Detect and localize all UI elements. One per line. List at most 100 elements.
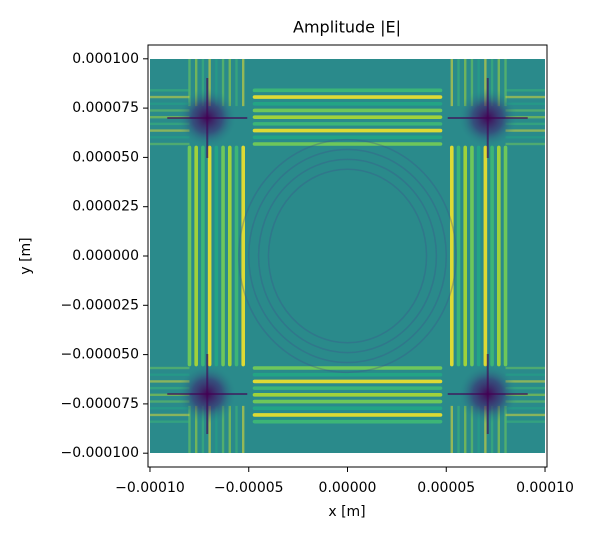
fringe: [484, 405, 487, 453]
fringe: [150, 386, 190, 390]
fringe: [194, 145, 198, 367]
contour: [238, 138, 457, 374]
fringe: [490, 145, 494, 367]
fringe: [252, 122, 443, 126]
fringe: [505, 373, 545, 376]
y-tick-label: 0.000025: [72, 199, 139, 215]
contour: [257, 158, 438, 354]
fringe: [252, 399, 443, 404]
fringe: [476, 145, 481, 367]
fringe: [504, 405, 507, 453]
fringe: [477, 405, 480, 453]
fringe: [201, 405, 205, 453]
y-tick-label: −0.000100: [60, 445, 139, 461]
fringe: [457, 59, 460, 107]
y-tick-label: −0.000025: [60, 297, 139, 313]
fringe: [252, 413, 443, 417]
fringe: [201, 145, 205, 367]
fringe: [208, 405, 211, 453]
fringe: [450, 405, 453, 453]
fringe: [449, 145, 454, 367]
fringe: [150, 413, 190, 417]
fringe: [505, 366, 545, 370]
fringe: [252, 419, 443, 424]
x-tick-label: −0.00005: [214, 480, 284, 496]
contour: [267, 168, 428, 344]
fringe: [150, 95, 190, 99]
fringe: [252, 366, 443, 370]
fringe: [497, 405, 501, 453]
fringe: [252, 115, 443, 119]
fringe: [503, 145, 508, 367]
fringe: [483, 145, 488, 367]
fringe: [252, 101, 443, 106]
fringe: [490, 405, 494, 453]
fringe: [497, 59, 501, 107]
fringe: [228, 405, 231, 453]
fringe: [150, 366, 190, 370]
fringe: [477, 59, 480, 107]
chart-title: Amplitude |E|: [293, 18, 401, 37]
y-tick-label: 0.000075: [72, 100, 139, 116]
fringe: [505, 407, 545, 410]
x-tick-label: 0.00000: [319, 480, 377, 496]
x-axis-label: x [m]: [328, 504, 365, 520]
fringe: [464, 59, 467, 107]
fringe: [150, 109, 190, 112]
fringe: [505, 89, 545, 92]
fringe: [150, 400, 190, 403]
contour: [247, 148, 448, 364]
fringe: [188, 405, 191, 453]
fringe: [150, 122, 190, 126]
fringe: [464, 405, 467, 453]
y-axis-label: y [m]: [18, 237, 34, 274]
fringe: [241, 145, 246, 367]
fringe: [505, 102, 545, 105]
heatmap-image: [150, 59, 545, 453]
fringe: [505, 386, 545, 390]
fringe: [150, 373, 190, 376]
fringe: [235, 405, 238, 453]
fringe: [252, 379, 443, 384]
fringe: [505, 109, 545, 112]
fringe: [456, 145, 461, 367]
fringe: [470, 405, 474, 453]
fringe: [221, 145, 225, 367]
y-tick-label: −0.000050: [60, 347, 139, 363]
fringe: [150, 142, 190, 146]
fringe: [150, 89, 190, 92]
fringe: [505, 122, 545, 126]
fringe: [252, 406, 443, 411]
fringe: [490, 59, 494, 107]
fringe: [150, 136, 190, 139]
x-tick-label: −0.00010: [115, 480, 185, 496]
fringe: [497, 145, 501, 367]
fringe: [252, 108, 443, 113]
fringe: [252, 386, 443, 390]
fringe: [194, 405, 198, 453]
fringe: [187, 145, 192, 367]
fringe: [505, 420, 545, 423]
fringe: [242, 405, 245, 453]
fringe: [150, 102, 190, 105]
fringe: [505, 136, 545, 139]
fringe: [252, 372, 443, 377]
fringe: [207, 145, 212, 367]
fringe: [505, 400, 545, 403]
fringe: [150, 407, 190, 410]
fringe: [188, 59, 191, 107]
fringe: [201, 59, 205, 107]
y-tick-label: 0.000100: [72, 51, 139, 67]
fringe: [150, 129, 190, 132]
fringe: [221, 59, 225, 107]
fringe: [450, 59, 453, 107]
y-tick-label: −0.000075: [60, 396, 139, 412]
fringe: [235, 59, 238, 107]
fringe: [252, 88, 443, 93]
fringe: [505, 142, 545, 146]
fringe: [221, 405, 225, 453]
fringe: [214, 145, 219, 367]
fringe: [208, 59, 211, 107]
